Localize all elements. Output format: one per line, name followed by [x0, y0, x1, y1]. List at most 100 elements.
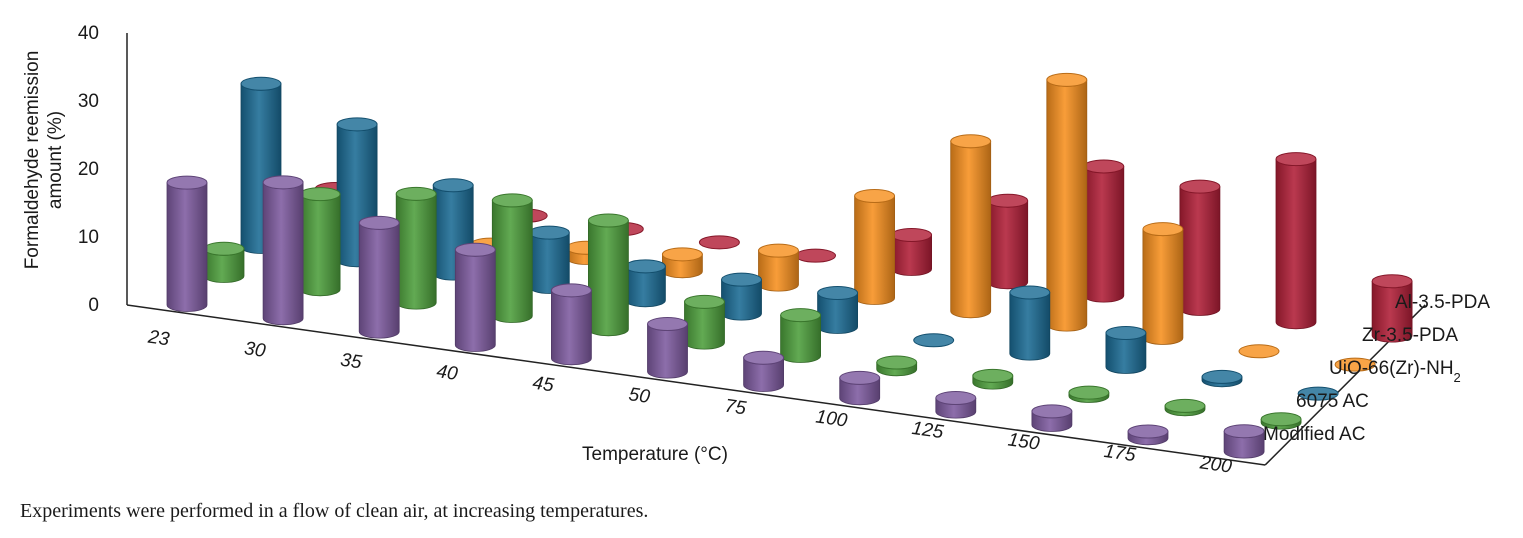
- bar-4-150: [1179, 179, 1221, 316]
- bar-4-100: [987, 193, 1029, 290]
- bar-0-35: [358, 215, 400, 339]
- bar-top: [1238, 344, 1280, 359]
- bar-1-45: [587, 213, 629, 337]
- x-tick-label-200: 200: [1198, 452, 1234, 477]
- bar-2-45: [624, 259, 666, 308]
- bar-body: [1179, 186, 1221, 316]
- figure-caption: Experiments were performed in a flow of …: [20, 500, 649, 522]
- bar-body: [780, 315, 821, 363]
- x-tick-label-175: 175: [1103, 441, 1138, 466]
- x-tick-label-100: 100: [814, 406, 849, 431]
- bar-top: [528, 225, 570, 240]
- bar-1-75: [780, 308, 822, 363]
- bar-body: [491, 200, 533, 323]
- bar-0-40: [454, 242, 496, 352]
- bar-top: [299, 187, 341, 202]
- bar-body: [395, 193, 437, 310]
- bar-top: [698, 235, 740, 250]
- bar-top: [432, 178, 474, 193]
- bar-body: [1142, 229, 1184, 345]
- bar-4-75: [891, 227, 933, 276]
- bar-0-23: [166, 175, 208, 312]
- bar-top: [1031, 404, 1073, 419]
- series-label-4: Al-3.5-PDA: [1395, 292, 1490, 313]
- bar-top: [972, 368, 1014, 383]
- bar-top: [1083, 159, 1125, 174]
- x-axis-label: Temperature (°C): [582, 444, 728, 465]
- series-label-0: Modified AC: [1263, 424, 1365, 445]
- bar-top: [647, 317, 688, 332]
- bar-body: [588, 220, 629, 337]
- x-tick-label-30: 30: [243, 338, 267, 362]
- bar-top: [1260, 412, 1302, 427]
- y-axis-label-line: Formaldehyde reemission: [22, 51, 43, 270]
- bar-top: [743, 350, 785, 365]
- bar-1-23: [203, 241, 245, 283]
- bar-top: [203, 241, 245, 256]
- bar-top: [891, 227, 933, 242]
- bar-1-40: [491, 193, 533, 323]
- bar-3-75: [854, 188, 896, 305]
- bar-top: [1297, 386, 1339, 401]
- y-tick-label: 0: [88, 295, 99, 316]
- bar-top: [262, 175, 304, 190]
- bar-body: [358, 222, 400, 339]
- series-label-subscript: 2: [1454, 370, 1461, 385]
- bar-top: [1334, 357, 1376, 372]
- bar-3-200: [1334, 357, 1376, 372]
- bar-body: [454, 249, 496, 352]
- chart-labels: 0 10 20 30 40 Formaldehyde reemission amount (…: [22, 23, 1490, 478]
- bar-top: [913, 333, 955, 348]
- x-tick-label-75: 75: [723, 396, 747, 420]
- bar-top: [935, 391, 977, 406]
- bar-top: [1105, 325, 1147, 340]
- bar-top: [1164, 398, 1206, 413]
- bar-top: [1142, 222, 1184, 237]
- chart-bars: [166, 72, 1413, 459]
- bar-top: [1179, 179, 1221, 194]
- bar-0-200: [1223, 424, 1265, 459]
- bar-top: [491, 193, 533, 208]
- bar-2-100: [913, 333, 955, 348]
- bar-top: [721, 272, 762, 287]
- bar-top: [1223, 424, 1265, 439]
- bar-body: [950, 141, 992, 319]
- bar-body: [166, 182, 208, 312]
- bar-4-50: [795, 248, 836, 263]
- bar-1-35: [395, 186, 437, 310]
- bar-3-125: [1046, 72, 1088, 332]
- series-label-3: Zr-3.5-PDA: [1362, 325, 1458, 346]
- y-axis-label-line: amount (%): [45, 111, 66, 209]
- bar-3-150: [1142, 222, 1184, 345]
- bar-top: [1046, 72, 1088, 87]
- bar-0-75: [743, 350, 785, 392]
- bar-top: [1127, 424, 1169, 439]
- x-tick-label-45: 45: [531, 373, 555, 397]
- bar-0-45: [550, 283, 592, 366]
- bar-top: [987, 193, 1029, 208]
- bar-2-40: [528, 225, 570, 294]
- x-tick-label-35: 35: [339, 350, 363, 374]
- bar-top: [661, 247, 703, 262]
- bar-1-30: [299, 187, 341, 297]
- bar-top: [780, 308, 822, 323]
- bar-top: [1068, 385, 1110, 400]
- bar-0-175: [1127, 424, 1169, 446]
- bar-top: [395, 186, 437, 201]
- bar-body: [647, 323, 688, 379]
- bar-top: [166, 175, 208, 190]
- y-tick-label: 30: [78, 91, 99, 112]
- bar-top: [758, 243, 799, 258]
- bar-body: [684, 301, 725, 350]
- bar-1-150: [1068, 385, 1110, 403]
- x-tick-label-150: 150: [1007, 429, 1042, 454]
- bar-2-75: [817, 285, 859, 334]
- bar-top: [587, 213, 629, 228]
- bar-top: [950, 134, 992, 149]
- bar-1-50: [684, 294, 725, 350]
- bar-top: [1275, 152, 1317, 167]
- y-axis-label: Formaldehyde reemission amount (%): [22, 51, 66, 270]
- bar-top: [240, 76, 282, 91]
- bar-3-100: [950, 134, 992, 319]
- y-tick-label: 10: [78, 227, 99, 248]
